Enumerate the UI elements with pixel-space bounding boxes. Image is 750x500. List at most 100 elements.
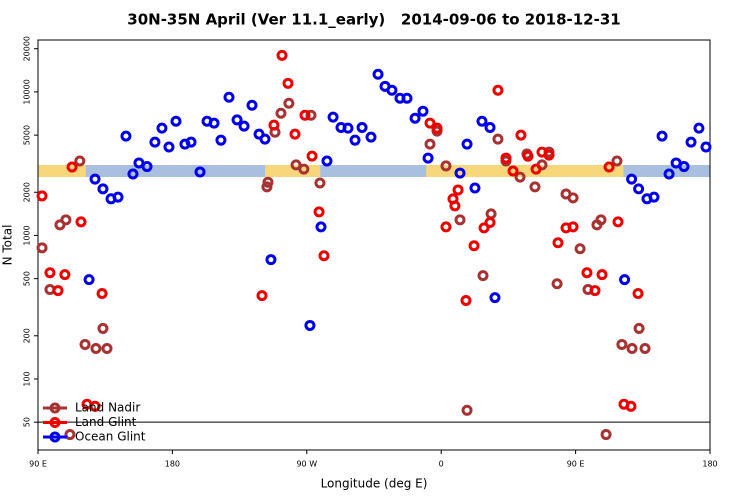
data-point bbox=[238, 120, 250, 132]
data-point bbox=[424, 117, 436, 129]
legend-label: Ocean Glint bbox=[75, 430, 146, 444]
data-point bbox=[616, 338, 628, 350]
data-point bbox=[59, 269, 71, 281]
land-strip bbox=[38, 165, 86, 177]
data-point bbox=[478, 222, 490, 234]
data-point bbox=[454, 214, 466, 226]
data-point bbox=[454, 167, 466, 179]
data-point bbox=[96, 288, 108, 300]
data-point bbox=[215, 134, 227, 146]
y-tick-label: 10000 bbox=[23, 79, 32, 104]
data-point bbox=[289, 128, 301, 140]
x-tick-label: 90 E bbox=[29, 460, 47, 469]
data-point bbox=[530, 163, 542, 175]
data-point bbox=[256, 290, 268, 302]
data-point bbox=[305, 109, 317, 121]
data-point bbox=[268, 119, 280, 131]
data-point bbox=[194, 166, 206, 178]
data-point bbox=[276, 49, 288, 61]
y-tick-label: 1000 bbox=[23, 225, 32, 245]
data-point bbox=[500, 152, 512, 164]
data-point bbox=[36, 242, 48, 254]
chart-title: 30N-35N April (Ver 11.1_early) 2014-09-0… bbox=[127, 11, 620, 29]
y-tick-label: 200 bbox=[23, 328, 32, 343]
data-point bbox=[64, 429, 76, 441]
data-point bbox=[127, 168, 139, 180]
data-point bbox=[619, 274, 631, 286]
data-point bbox=[611, 155, 623, 167]
data-point bbox=[290, 159, 302, 171]
x-tick-label: 90 E bbox=[567, 460, 585, 469]
data-point bbox=[440, 221, 452, 233]
data-point bbox=[356, 122, 368, 134]
data-point bbox=[477, 270, 489, 282]
data-point bbox=[141, 161, 153, 173]
data-point bbox=[489, 292, 501, 304]
data-point bbox=[461, 404, 473, 416]
data-point bbox=[282, 77, 294, 89]
x-axis-label: Longitude (deg E) bbox=[321, 477, 428, 491]
data-point bbox=[262, 176, 274, 188]
data-point bbox=[275, 107, 287, 119]
y-tick-label: 2000 bbox=[23, 182, 32, 202]
data-point bbox=[417, 105, 429, 117]
data-point bbox=[170, 115, 182, 127]
data-point bbox=[626, 173, 638, 185]
data-point bbox=[365, 131, 377, 143]
data-point bbox=[386, 84, 398, 96]
data-point bbox=[259, 133, 271, 145]
y-tick-label: 100 bbox=[23, 371, 32, 386]
y-tick-label: 50 bbox=[23, 417, 32, 427]
data-point bbox=[163, 141, 175, 153]
data-point bbox=[484, 122, 496, 134]
y-tick-label: 20000 bbox=[23, 36, 32, 61]
data-point bbox=[315, 221, 327, 233]
data-point bbox=[185, 136, 197, 148]
land-strip bbox=[426, 165, 624, 177]
data-point bbox=[522, 150, 534, 162]
data-point bbox=[449, 200, 461, 212]
data-point bbox=[514, 171, 526, 183]
data-point bbox=[223, 91, 235, 103]
data-point bbox=[66, 161, 78, 173]
data-point bbox=[529, 181, 541, 193]
data-point bbox=[299, 109, 311, 121]
data-point bbox=[431, 122, 443, 134]
data-point bbox=[372, 68, 384, 80]
data-point bbox=[265, 254, 277, 266]
data-point bbox=[83, 274, 95, 286]
data-point bbox=[327, 111, 339, 123]
data-point bbox=[492, 133, 504, 145]
data-point bbox=[74, 155, 86, 167]
data-point bbox=[304, 319, 316, 331]
data-point bbox=[283, 97, 295, 109]
x-tick-label: 180 bbox=[165, 460, 180, 469]
data-point bbox=[461, 138, 473, 150]
data-point bbox=[208, 117, 220, 129]
data-point bbox=[693, 122, 705, 134]
data-point bbox=[321, 155, 333, 167]
data-point bbox=[298, 163, 310, 175]
data-point bbox=[460, 295, 472, 307]
data-point bbox=[306, 150, 318, 162]
data-point bbox=[440, 160, 452, 172]
data-point bbox=[261, 181, 273, 193]
data-point bbox=[633, 183, 645, 195]
data-point bbox=[120, 130, 132, 142]
data-point bbox=[492, 84, 504, 96]
data-point bbox=[89, 400, 101, 412]
data-point bbox=[476, 115, 488, 127]
y-tick-label: 500 bbox=[23, 271, 32, 286]
data-point bbox=[468, 240, 480, 252]
y-tick-label: 5000 bbox=[23, 125, 32, 145]
data-point bbox=[700, 141, 712, 153]
data-point bbox=[79, 338, 91, 350]
data-point bbox=[648, 191, 660, 203]
y-axis-label: N Total bbox=[1, 225, 15, 266]
data-point bbox=[246, 99, 258, 111]
data-point bbox=[603, 161, 615, 173]
data-point bbox=[507, 165, 519, 177]
data-point bbox=[639, 343, 651, 355]
